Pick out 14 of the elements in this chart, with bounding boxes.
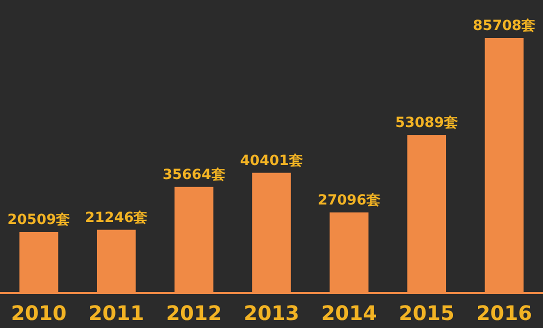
x-tick-label: 2011	[88, 301, 144, 325]
data-label: 27096套	[318, 192, 380, 208]
x-tick-label: 2015	[398, 301, 454, 325]
x-tick-label: 2012	[166, 301, 222, 325]
data-label: 35664套	[162, 166, 226, 183]
x-tick-label: 2010	[10, 301, 67, 325]
x-tick-label: 2016	[476, 301, 532, 325]
data-label: 21246套	[85, 210, 148, 226]
data-label: 85708套	[472, 18, 536, 34]
data-label: 20509套	[7, 212, 70, 228]
data-label: 53089套	[395, 115, 458, 132]
data-label: 40401套	[240, 152, 303, 169]
x-tick-label: 2014	[321, 301, 377, 325]
x-tick-label: 2013	[244, 301, 300, 325]
